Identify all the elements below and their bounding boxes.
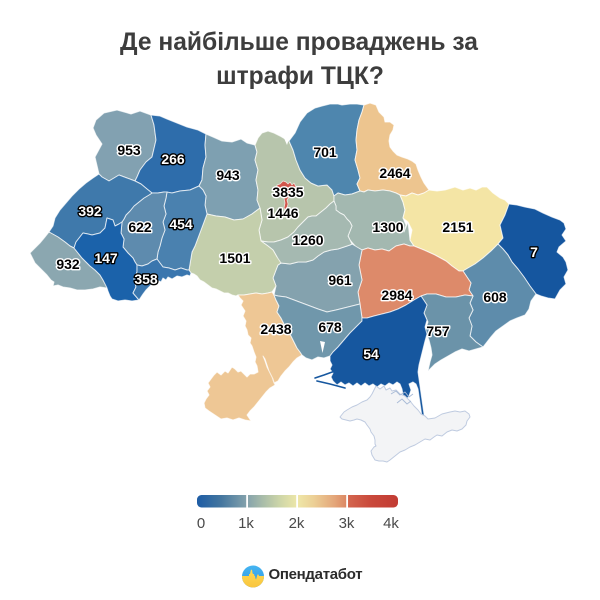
- svg-text:392: 392: [78, 203, 102, 219]
- svg-text:54: 54: [363, 346, 379, 362]
- svg-text:757: 757: [426, 323, 450, 339]
- svg-text:1446: 1446: [267, 205, 298, 221]
- svg-text:1300: 1300: [372, 219, 403, 235]
- svg-text:932: 932: [56, 256, 80, 272]
- svg-text:943: 943: [216, 167, 240, 183]
- svg-text:266: 266: [161, 151, 185, 167]
- svg-text:678: 678: [318, 319, 342, 335]
- svg-text:1501: 1501: [219, 250, 250, 266]
- svg-text:2464: 2464: [379, 165, 410, 181]
- svg-text:2k: 2k: [289, 515, 305, 532]
- svg-text:7: 7: [530, 244, 538, 260]
- svg-text:4k: 4k: [383, 515, 399, 532]
- svg-text:Опендатабот: Опендатабот: [269, 566, 363, 583]
- svg-text:454: 454: [169, 216, 193, 232]
- svg-text:2438: 2438: [260, 321, 291, 337]
- svg-text:2151: 2151: [442, 219, 473, 235]
- svg-text:358: 358: [134, 271, 158, 287]
- svg-text:0: 0: [197, 515, 205, 532]
- svg-text:3835: 3835: [272, 184, 303, 200]
- svg-text:961: 961: [328, 272, 352, 288]
- svg-text:Де найбільше проваджень за: Де найбільше проваджень за: [120, 29, 478, 56]
- svg-text:штрафи ТЦК?: штрафи ТЦК?: [216, 63, 384, 90]
- svg-text:953: 953: [117, 142, 141, 158]
- svg-text:608: 608: [483, 289, 507, 305]
- svg-text:1k: 1k: [238, 515, 254, 532]
- svg-text:701: 701: [313, 144, 337, 160]
- svg-text:3k: 3k: [339, 515, 355, 532]
- svg-text:2984: 2984: [381, 287, 412, 303]
- svg-text:147: 147: [94, 250, 118, 266]
- svg-text:1260: 1260: [292, 232, 323, 248]
- svg-text:622: 622: [128, 219, 152, 235]
